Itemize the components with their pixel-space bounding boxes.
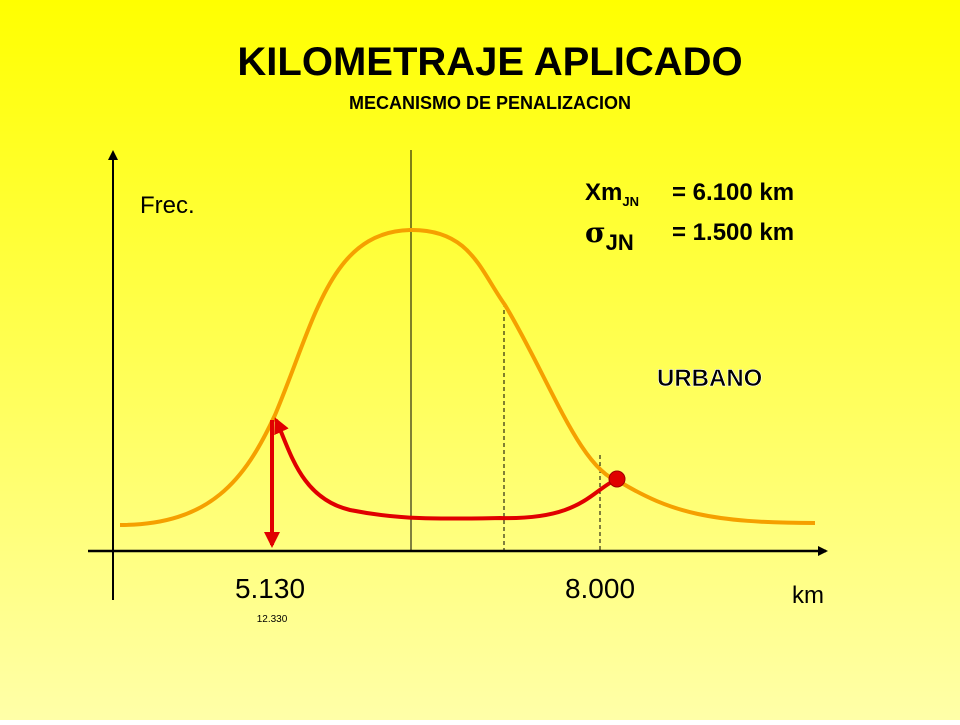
mean-label: XmJN [585, 179, 639, 209]
title: KILOMETRAJE APLICADO [237, 40, 742, 84]
mean-subscript: JN [622, 194, 639, 209]
subtitle: MECANISMO DE PENALIZACION [349, 93, 631, 113]
x-axis-label: km [792, 582, 824, 609]
region-label: URBANO [657, 365, 762, 392]
sigma-label: σJN [585, 216, 634, 255]
penalty-curve [274, 417, 618, 521]
mean-symbol: Xm [585, 179, 622, 206]
marker-label: 8.000 [565, 573, 635, 604]
marker-note: 12.330 [257, 614, 288, 625]
sigma-symbol: σ [585, 216, 606, 249]
penalty-point [608, 470, 626, 488]
sigma-subscript: JN [606, 230, 634, 255]
mean-value: = 6.100 km [672, 179, 794, 206]
y-axis-label: Frec. [140, 192, 195, 219]
marker-label: 5.130 [235, 573, 305, 604]
sigma-value: = 1.500 km [672, 219, 794, 246]
distribution-curve [119, 227, 816, 527]
